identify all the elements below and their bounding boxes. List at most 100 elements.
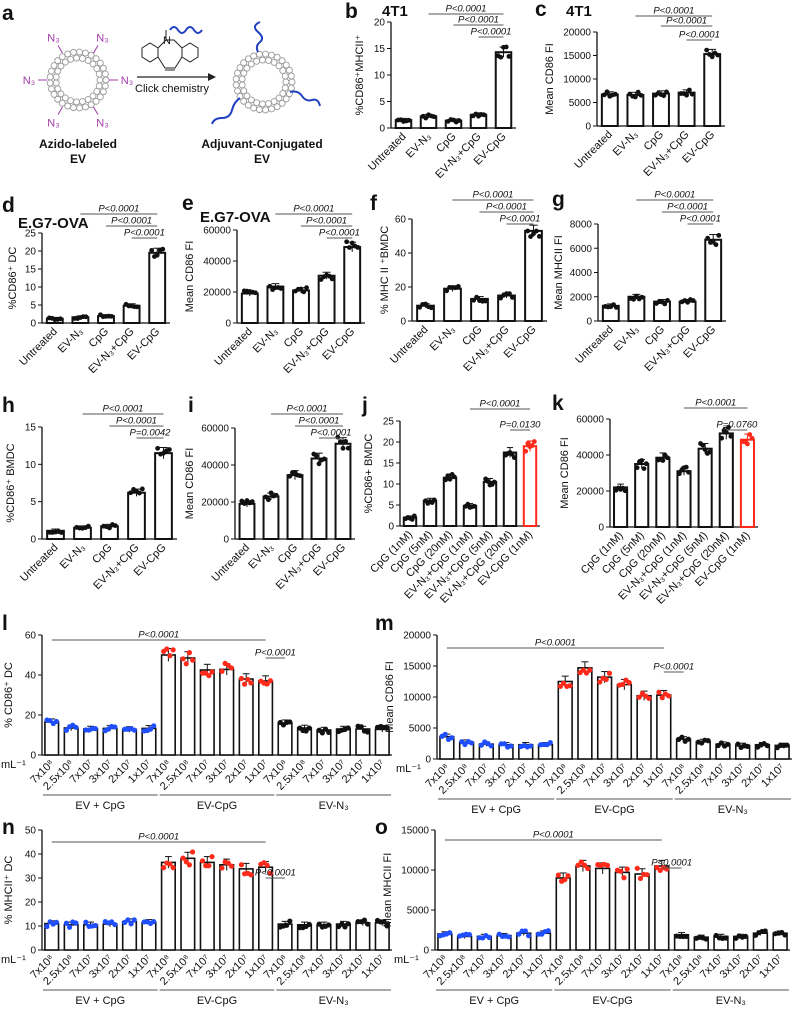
- group-label: EV-N₃: [718, 804, 748, 816]
- x-tick-label: EV-N₃: [428, 324, 458, 354]
- data-point: [597, 679, 603, 685]
- data-point: [278, 286, 284, 291]
- bar-group: [238, 673, 254, 756]
- data-point: [762, 928, 768, 934]
- lipid-icon: [285, 66, 293, 74]
- data-point: [624, 866, 630, 872]
- y-tick-label: 20: [374, 18, 386, 29]
- data-point: [313, 453, 319, 459]
- data-point: [180, 656, 186, 662]
- bar-group: [374, 917, 390, 951]
- bar: [121, 920, 138, 951]
- data-point: [482, 298, 488, 304]
- bar-group: [416, 301, 435, 323]
- lipid-icon: [89, 60, 97, 68]
- data-point: [506, 934, 512, 940]
- y-tick-label: 0: [423, 946, 429, 957]
- x-tick-label: Untreated: [388, 324, 431, 367]
- bar-group: [102, 919, 118, 951]
- bar-group: [655, 452, 671, 529]
- data-point: [529, 443, 535, 448]
- p-value-label: P<0.0001: [293, 204, 334, 215]
- lipid-icon: [256, 106, 263, 114]
- panel-letter: d: [2, 194, 15, 217]
- bar: [199, 861, 215, 951]
- data-point: [744, 743, 751, 749]
- bar: [697, 447, 713, 529]
- data-point: [637, 875, 644, 882]
- bar-group: [713, 932, 729, 951]
- bar: [240, 292, 259, 324]
- y-tick-label: 4000: [570, 268, 593, 279]
- data-point: [665, 297, 670, 303]
- bar-group: [374, 723, 390, 756]
- data-point: [342, 924, 348, 930]
- bar-group: [122, 301, 141, 325]
- x-tick-label: 1x10⁷: [759, 762, 787, 790]
- panel-letter: k: [552, 392, 564, 415]
- data-point: [527, 743, 534, 749]
- lipid-icon: [50, 90, 58, 98]
- p-value-label: P<0.0001: [666, 16, 707, 27]
- data-point: [525, 228, 531, 234]
- lipid-icon: [96, 76, 104, 84]
- group-label: EV-CpG: [594, 804, 634, 816]
- lipid-icon: [282, 95, 290, 103]
- bar-group: [422, 497, 438, 527]
- data-point: [63, 727, 70, 733]
- y-tick-label: 40: [25, 850, 37, 861]
- data-point: [689, 91, 695, 97]
- bar-group: [180, 849, 196, 951]
- y-axis-label: % MHCII⁺ DC: [3, 856, 15, 925]
- panel-a-diagram: a N₃ N₃ N₃ N₃ N₃ N₃ N Click chemistry Azido-l…: [2, 2, 323, 166]
- lipid-icon: [101, 70, 109, 78]
- data-point: [147, 726, 154, 732]
- lipid-icon: [87, 51, 95, 59]
- p-value-label: P<0.0001: [653, 662, 694, 673]
- data-point: [710, 238, 716, 244]
- lipid-icon: [270, 59, 278, 66]
- group-label: EV + CpG: [471, 804, 521, 816]
- y-tick-label: 40: [395, 249, 407, 260]
- y-tick-label: 20000: [203, 288, 231, 299]
- y-tick-label: 0: [379, 124, 385, 135]
- y-tick-label: 10: [383, 480, 395, 491]
- data-point: [445, 473, 451, 479]
- lipid-icon: [262, 106, 269, 114]
- y-tick-label: 40000: [203, 257, 231, 268]
- data-point: [128, 921, 134, 927]
- y-axis-label: Mean CD86 FI: [384, 661, 396, 733]
- data-point: [264, 681, 270, 687]
- y-tick-label: 15: [383, 459, 395, 470]
- bar: [83, 923, 99, 951]
- bar-group: [498, 741, 514, 760]
- bar: [494, 51, 513, 129]
- bar-group: [497, 291, 516, 322]
- bar: [199, 669, 215, 756]
- bar-group: [127, 486, 146, 540]
- bar-group: [494, 44, 513, 129]
- data-point: [488, 743, 494, 749]
- data-point: [690, 298, 696, 303]
- bar: [258, 680, 274, 756]
- lipid-icon: [93, 65, 101, 73]
- bar-group: [478, 739, 495, 760]
- data-point: [523, 448, 529, 454]
- group-label: EV-CpG: [592, 995, 632, 1007]
- data-point: [53, 718, 60, 725]
- lipid-icon: [250, 104, 258, 112]
- data-point: [252, 290, 258, 296]
- y-tick-label: 60: [395, 215, 407, 226]
- bar-group: [44, 919, 60, 951]
- azido-ev-icon: N₃ N₃ N₃ N₃ N₃ N₃: [23, 33, 133, 130]
- y-axis-label: Mean CD86 FI: [544, 43, 556, 115]
- bar: [422, 499, 438, 527]
- bar-group: [286, 469, 304, 540]
- y-axis-label: %CD86+ BMDC: [363, 434, 375, 514]
- group-label: EV + CpG: [75, 800, 125, 812]
- bar: [180, 657, 196, 756]
- lipid-icon: [87, 101, 95, 109]
- bar: [524, 229, 543, 322]
- bar: [600, 93, 619, 128]
